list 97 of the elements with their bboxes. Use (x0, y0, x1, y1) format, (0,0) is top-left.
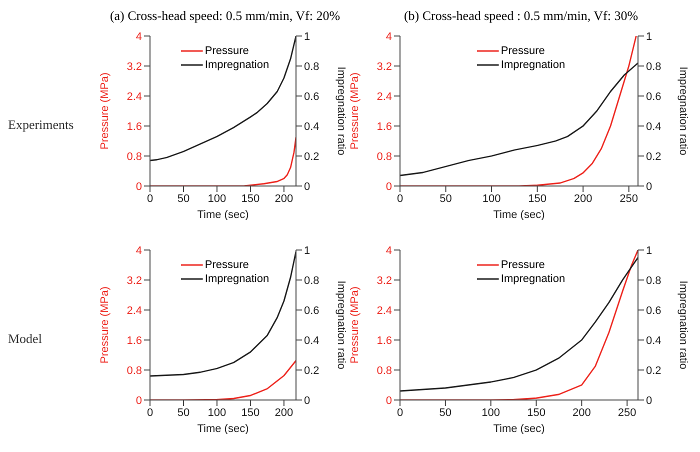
x-tick-label: 150 (528, 192, 546, 205)
y-tick-label: 0.8 (376, 364, 392, 377)
y-tick-label: 3.2 (376, 60, 392, 73)
y2-axis-title: Impregnation ratio (677, 280, 690, 370)
y2-tick-label: 0.8 (304, 274, 320, 287)
y-tick-label: 0.8 (126, 364, 142, 377)
x-tick-label: 100 (208, 192, 226, 205)
y-tick-label: 0 (386, 180, 392, 193)
x-tick-label: 50 (440, 192, 452, 205)
x-axis-title: Time (sec) (493, 423, 545, 435)
y-tick-label: 3.2 (126, 274, 142, 287)
legend-label: Impregnation (500, 272, 566, 286)
x-axis-title: Time (sec) (493, 209, 545, 221)
y2-tick-label: 0.4 (646, 334, 662, 347)
y-tick-label: 3.2 (126, 60, 142, 73)
y2-axis-title: Impregnation ratio (335, 66, 348, 156)
x-tick-label: 250 (620, 192, 638, 205)
y-tick-label: 4 (136, 244, 142, 257)
x-tick-label: 150 (527, 406, 546, 419)
x-axis-title: Time (sec) (197, 423, 249, 435)
line-series (150, 36, 296, 162)
x-tick-label: 100 (482, 406, 500, 419)
y2-tick-label: 0.6 (304, 304, 320, 317)
legend-label: Impregnation (500, 58, 566, 72)
text: Experiments (8, 117, 75, 133)
x-tick-label: 50 (439, 406, 452, 419)
x-tick-label: 200 (274, 406, 294, 419)
x-tick-label: 200 (574, 192, 592, 205)
y-tick-label: 4 (386, 30, 392, 43)
y-tick-label: 0 (386, 394, 392, 407)
y-tick-label: 0 (136, 394, 142, 407)
y-tick-label: 2.4 (126, 90, 142, 103)
x-axis-title: Time (sec) (197, 209, 249, 221)
legend-label: Pressure (204, 44, 249, 58)
y-axis-title: Pressure (MPa) (98, 286, 111, 364)
y2-tick-label: 0.2 (304, 150, 320, 163)
y-tick-label: 2.4 (126, 304, 142, 317)
x-tick-label: 0 (396, 192, 404, 205)
y2-tick-label: 0.6 (304, 90, 320, 103)
legend-label: Pressure (500, 44, 545, 58)
y-tick-label: 1.6 (126, 120, 142, 133)
y2-tick-label: 0.8 (646, 60, 662, 73)
x-tick-label: 100 (208, 406, 226, 419)
y2-tick-label: 0 (304, 394, 310, 407)
x-tick-label: 200 (274, 192, 294, 205)
y-tick-label: 2.4 (376, 304, 392, 317)
line-series (150, 250, 296, 377)
line-series (400, 62, 638, 176)
x-tick-label: 0 (396, 406, 404, 419)
y2-tick-label: 0.6 (646, 304, 662, 317)
y-tick-label: 3.2 (376, 274, 392, 287)
y2-tick-label: 0 (646, 180, 652, 193)
y2-tick-label: 1 (304, 244, 310, 257)
y-tick-label: 1.6 (376, 334, 392, 347)
chart-title: (b) Cross-head speed : 0.5 mm/min, Vf: 30% (402, 8, 640, 25)
x-tick-label: 250 (618, 406, 636, 419)
y-tick-label: 4 (386, 244, 392, 257)
x-tick-label: 150 (241, 406, 260, 419)
x-tick-label: 50 (177, 406, 190, 419)
y2-axis-title: Impregnation ratio (677, 66, 690, 156)
y2-tick-label: 0.4 (646, 120, 662, 133)
y2-tick-label: 0.8 (304, 60, 320, 73)
y-tick-label: 0 (136, 180, 142, 193)
y2-tick-label: 0.6 (646, 90, 662, 103)
y2-tick-label: 1 (646, 244, 652, 257)
y2-tick-label: 0.4 (304, 120, 320, 133)
legend-label: Impregnation (204, 58, 270, 72)
y-axis-title: Pressure (MPa) (348, 72, 361, 150)
y-tick-label: 0.8 (376, 150, 392, 163)
y2-tick-label: 0 (646, 394, 652, 407)
x-tick-label: 0 (146, 406, 154, 419)
legend-label: Impregnation (204, 272, 270, 286)
x-tick-label: 100 (482, 192, 501, 205)
x-tick-label: 200 (572, 406, 591, 419)
y-tick-label: 1.6 (126, 334, 142, 347)
text: Model (8, 331, 43, 347)
y-tick-label: 2.4 (376, 90, 392, 103)
y2-tick-label: 0.2 (304, 364, 320, 377)
y2-axis-title: Impregnation ratio (335, 280, 348, 370)
x-tick-label: 0 (146, 192, 154, 205)
y2-tick-label: 0.2 (646, 150, 662, 163)
y2-tick-label: 0 (304, 180, 310, 193)
y2-tick-label: 1 (304, 30, 310, 43)
y2-tick-label: 0.8 (646, 274, 662, 287)
y2-tick-label: 0.2 (646, 364, 662, 377)
legend-label: Pressure (500, 258, 545, 272)
y-tick-label: 0.8 (126, 150, 142, 163)
y-axis-title: Pressure (MPa) (98, 72, 111, 150)
x-tick-label: 150 (241, 192, 260, 205)
y-tick-label: 4 (136, 30, 142, 43)
y2-tick-label: 0.4 (304, 334, 320, 347)
chart-title: (a) Cross-head speed: 0.5 mm/min, Vf: 20% (108, 8, 342, 25)
y-axis-title: Pressure (MPa) (348, 286, 361, 364)
legend-label: Pressure (204, 258, 249, 272)
x-tick-label: 50 (177, 192, 190, 205)
y-tick-label: 1.6 (376, 120, 392, 133)
y2-tick-label: 1 (646, 30, 652, 43)
